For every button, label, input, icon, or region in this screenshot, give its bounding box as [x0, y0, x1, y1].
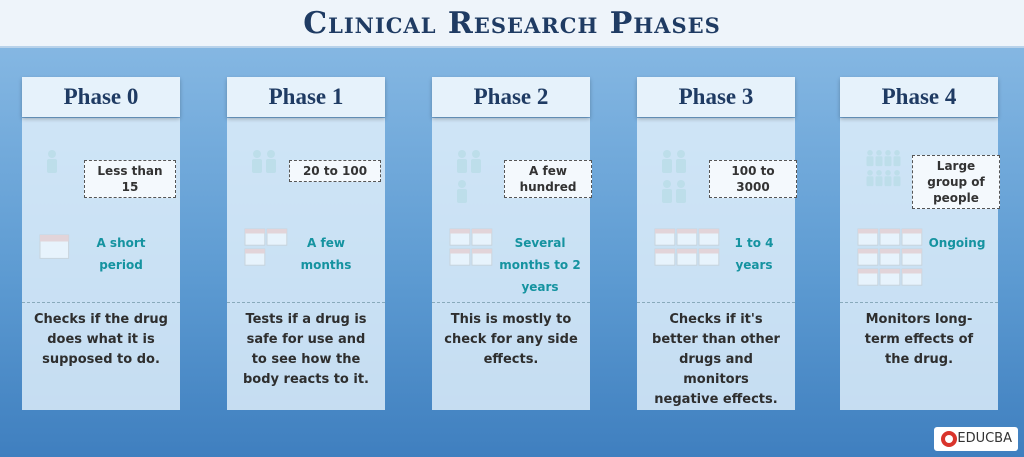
- divider: [840, 302, 998, 303]
- participants: Less than 15: [84, 160, 176, 198]
- divider: [637, 302, 795, 303]
- description: Checks if the drug does what it is suppo…: [34, 312, 168, 367]
- brand-name: EDUCBA: [957, 431, 1012, 446]
- brand-logo: [941, 431, 957, 447]
- description: This is mostly to check for any side eff…: [444, 312, 578, 367]
- duration: A few months: [300, 236, 352, 272]
- participants: 100 to 3000: [709, 160, 797, 198]
- participants: Large group of people: [912, 155, 1000, 209]
- description: Tests if a drug is safe for use and to s…: [242, 312, 369, 387]
- divider: [22, 302, 180, 303]
- phase-title: Phase 1: [227, 77, 385, 117]
- description: Checks if it's better than other drugs a…: [652, 312, 780, 407]
- duration: Ongoing: [928, 236, 986, 250]
- phase-title: Phase 2: [432, 77, 590, 117]
- duration: 1 to 4 years: [734, 236, 774, 272]
- title: Clinical Research Phases: [303, 6, 721, 41]
- duration: A short period: [96, 236, 146, 272]
- participants: 20 to 100: [289, 160, 381, 182]
- phase-title: Phase 3: [637, 77, 795, 117]
- phase-title: Phase 0: [22, 77, 180, 117]
- title-bar: Clinical Research Phases: [0, 0, 1024, 48]
- duration: Several months to 2 years: [499, 236, 581, 294]
- divider: [227, 302, 385, 303]
- divider: [432, 302, 590, 303]
- participants: A few hundred: [504, 160, 592, 198]
- phase-title: Phase 4: [840, 77, 998, 117]
- brand: EDUCBA: [934, 427, 1018, 451]
- description: Monitors long-term effects of the drug.: [864, 312, 974, 367]
